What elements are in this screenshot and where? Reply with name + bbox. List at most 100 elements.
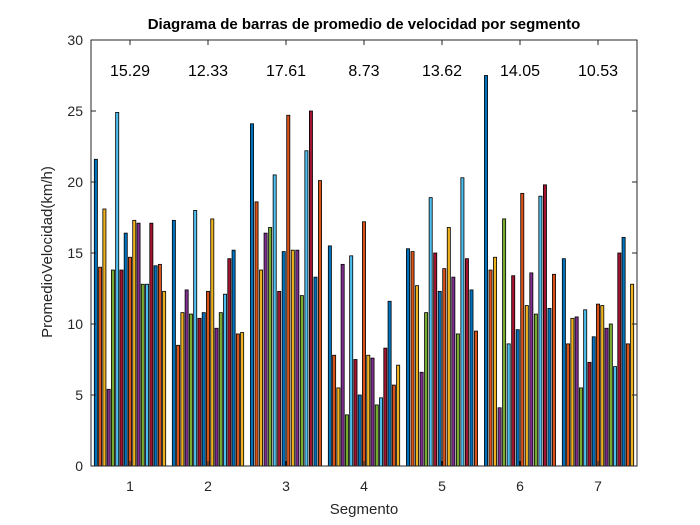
x-tick-label: 1 (126, 478, 134, 494)
bar (502, 218, 507, 467)
y-tick-label: 30 (67, 32, 83, 48)
bar (240, 332, 245, 467)
bar (362, 221, 366, 467)
bar (391, 384, 396, 467)
bar (188, 313, 193, 467)
bar (313, 276, 318, 467)
y-axis-label: PromedioVelocidad(km/h) (39, 166, 56, 338)
bar (281, 251, 286, 467)
bar (511, 275, 516, 467)
bar (419, 371, 424, 467)
bar (290, 249, 295, 467)
segment-average-label: 13.62 (422, 63, 462, 80)
bar (600, 305, 605, 467)
plot-area: 0 5 10 15 20 25 30 1 15.29 2 12.33 3 17.61 4 8.73 5 13.6… (67, 32, 638, 494)
x-tick-label: 7 (594, 478, 602, 494)
bar (538, 195, 543, 467)
bar (272, 174, 277, 467)
bar (340, 263, 345, 467)
bar (433, 252, 438, 467)
bar (370, 357, 375, 467)
bar (415, 285, 420, 467)
bar (574, 316, 579, 467)
bar (93, 158, 98, 467)
bar (308, 110, 313, 467)
segment-average-label: 17.61 (266, 63, 306, 80)
bar (259, 269, 264, 467)
bar (591, 336, 596, 467)
bar (180, 312, 185, 467)
bar (446, 227, 451, 467)
bar (268, 227, 273, 467)
x-tick-label: 4 (360, 478, 368, 494)
bar (424, 312, 429, 467)
bar (353, 359, 358, 467)
bar (617, 252, 622, 467)
y-tick-label: 15 (67, 245, 83, 261)
bar (197, 317, 202, 467)
bar (277, 290, 282, 467)
bar (106, 388, 111, 467)
bar (184, 289, 189, 467)
bar (299, 295, 304, 467)
x-tick-label: 6 (516, 478, 524, 494)
bar (218, 312, 223, 467)
bar (132, 219, 137, 467)
bar (566, 343, 571, 467)
bar (318, 180, 322, 467)
segment-average-label: 12.33 (188, 63, 228, 80)
bar (608, 323, 613, 467)
bar (110, 269, 115, 467)
bar (630, 283, 635, 467)
y-tick-label: 20 (67, 174, 83, 190)
bar (570, 317, 575, 467)
bar (529, 272, 534, 467)
bar (497, 407, 502, 467)
bar (149, 222, 154, 467)
segment-average-label: 10.53 (578, 63, 618, 80)
bar (583, 309, 588, 467)
bar (136, 222, 141, 467)
bar (506, 343, 511, 467)
bar (123, 232, 128, 467)
bar (227, 258, 232, 467)
bar (193, 209, 198, 467)
bar (383, 347, 388, 467)
bar (295, 249, 300, 467)
bar (493, 256, 498, 467)
bar (98, 266, 103, 467)
bar (474, 330, 478, 467)
bar (437, 290, 442, 467)
bar (621, 236, 626, 467)
bar (263, 232, 268, 467)
bar (327, 245, 332, 467)
bar (396, 364, 401, 467)
bar (128, 256, 132, 467)
bar (520, 192, 525, 467)
bar (464, 258, 469, 467)
bar (442, 268, 447, 467)
bar (145, 283, 150, 467)
chart-title: Diagrama de barras de promedio de veloci… (148, 16, 581, 33)
bar (286, 114, 291, 467)
bar (231, 249, 236, 467)
bar (115, 112, 120, 467)
bar (201, 312, 206, 467)
bar (406, 248, 410, 467)
segment-average-label: 14.05 (500, 63, 540, 80)
bar (366, 354, 371, 467)
bar (587, 361, 592, 467)
bar (379, 397, 384, 467)
bar (533, 313, 538, 467)
bar (157, 263, 162, 467)
bar (469, 289, 474, 467)
bar (387, 300, 392, 467)
x-axis-label: Segmento (330, 501, 398, 518)
bar (460, 177, 465, 467)
bar (515, 329, 520, 467)
bar (552, 273, 556, 467)
y-tick-label: 0 (75, 458, 83, 474)
segment-average-label: 15.29 (110, 63, 150, 80)
bar (451, 276, 456, 467)
bar (488, 269, 493, 467)
